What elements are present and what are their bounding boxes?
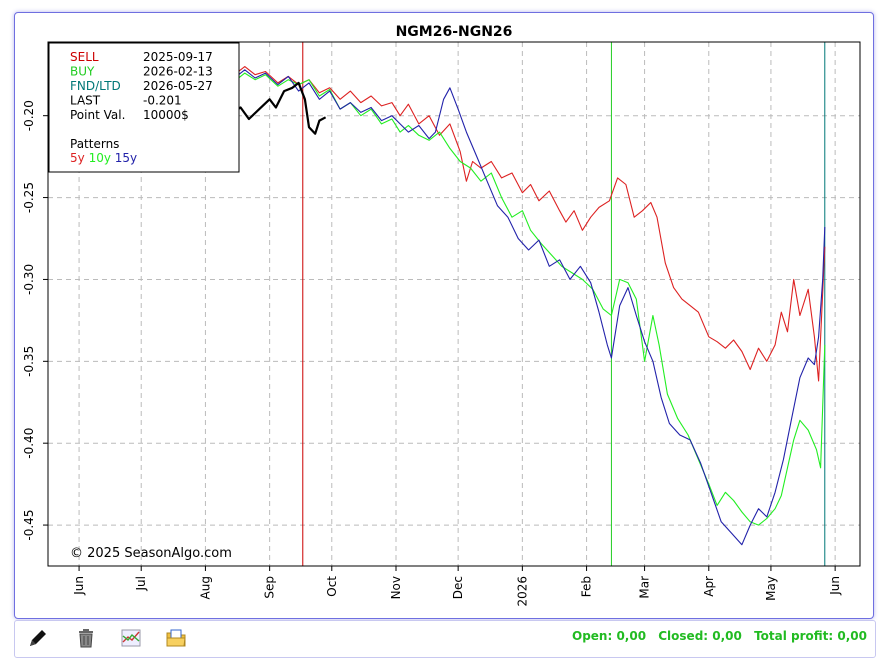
- legend-frame: [48, 42, 240, 173]
- open-profit: Open: 0,00: [572, 629, 647, 643]
- patterns-heading: Patterns: [70, 137, 119, 151]
- x-tick-label: Oct: [325, 576, 339, 597]
- legend-value: 2025-09-17: [143, 50, 213, 64]
- total-profit: Total profit: 0,00: [754, 629, 867, 643]
- x-tick-label: Jul: [134, 576, 148, 591]
- closed-profit: Closed: 0,00: [658, 629, 742, 643]
- legend-value: 2026-05-27: [143, 79, 213, 93]
- x-tick-label: Sep: [263, 576, 277, 599]
- legend-label: SELL: [70, 50, 99, 64]
- legend-label: LAST: [70, 94, 101, 108]
- x-tick-label: Jun: [828, 576, 842, 596]
- folder-icon[interactable]: [165, 627, 187, 649]
- legend-value: 10000$: [143, 108, 189, 122]
- series-line-15y: [201, 69, 826, 546]
- pencil-icon[interactable]: [27, 627, 49, 649]
- pattern-15y: 15y: [111, 151, 137, 165]
- grid-lines: [48, 42, 860, 566]
- y-tick-label: -0.40: [22, 428, 36, 459]
- y-tick-label: -0.25: [22, 182, 36, 213]
- x-tick-label: May: [764, 576, 778, 601]
- x-tick-label: Dec: [451, 576, 465, 599]
- y-tick-label: -0.45: [22, 510, 36, 541]
- series-line-10y: [201, 72, 826, 526]
- legend-value: 2026-02-13: [143, 65, 213, 79]
- plot-border: [47, 41, 861, 567]
- signal-markers: [302, 42, 826, 566]
- chart-title: NGM26-NGN26: [396, 24, 513, 40]
- x-tick-label: Feb: [580, 576, 594, 597]
- season-chart: -0.20 -0.25 -0.30 -0.35 -0.40 -0.45 Jun Jul Aug…: [22, 24, 861, 607]
- trash-icon[interactable]: [75, 627, 97, 649]
- patterns-list: 5y 10y 15y: [70, 151, 137, 165]
- series-lines: [201, 66, 826, 546]
- x-tick-label: Nov: [389, 576, 403, 599]
- legend-value: -0.201: [143, 94, 182, 108]
- copyright-text: © 2025 SeasonAlgo.com: [70, 546, 232, 561]
- y-tick-label: -0.35: [22, 346, 36, 377]
- pattern-5y: 5y: [70, 151, 85, 165]
- x-tick-label: Apr: [702, 576, 716, 597]
- legend-label: Point Val.: [70, 108, 125, 122]
- profit-summary: Open: 0,00 Closed: 0,00 Total profit: 0,…: [564, 629, 867, 643]
- legend-box: SELL 2025-09-17 BUY 2026-02-13 FND/LTD 2026-0…: [48, 42, 240, 173]
- y-tick-label: -0.20: [22, 100, 36, 131]
- chart-icon[interactable]: [120, 627, 142, 649]
- pattern-10y: 10y: [85, 151, 111, 165]
- x-tick-label: 2026: [515, 576, 529, 607]
- legend-label: BUY: [70, 65, 95, 79]
- bottom-toolbar: Open: 0,00 Closed: 0,00 Total profit: 0,…: [14, 620, 876, 658]
- x-tick-label: Mar: [638, 576, 652, 599]
- x-axis: Jun Jul Aug Sep Oct Nov Dec 2026 Feb Mar Apr May Jun: [72, 566, 842, 607]
- x-tick-label: Jun: [72, 576, 86, 596]
- y-tick-label: -0.30: [22, 264, 36, 295]
- legend-label: FND/LTD: [70, 79, 121, 93]
- x-tick-label: Aug: [198, 576, 212, 599]
- y-axis: -0.20 -0.25 -0.30 -0.35 -0.40 -0.45: [22, 100, 48, 541]
- series-line-5y: [201, 66, 826, 382]
